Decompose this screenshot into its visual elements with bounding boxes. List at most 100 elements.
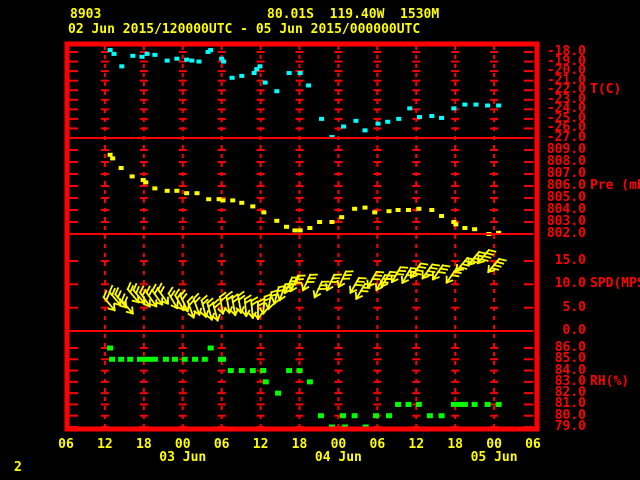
wind-barb: [409, 262, 429, 279]
relative_humidity-point: [171, 356, 178, 362]
temperature-point: [496, 103, 502, 108]
temperature-point: [119, 64, 125, 69]
x-hour-label: 18: [136, 437, 152, 452]
wind-barb: [138, 285, 152, 308]
temperature-point: [107, 48, 113, 53]
pressure-tick-label: 803.0: [546, 214, 586, 229]
relative_humidity-point: [438, 413, 445, 419]
pressure-point: [307, 226, 313, 230]
relative_humidity-point: [484, 401, 491, 407]
x-date-label: 03 Jun: [159, 450, 207, 465]
pressure-point: [230, 198, 236, 203]
temperature-unit-label: T(C): [590, 82, 622, 98]
pressure-unit-label: Pre (mb): [590, 178, 640, 193]
x-hour-label: 18: [447, 437, 463, 452]
wind-barb: [102, 289, 116, 312]
temperature-tick-label: -20.0: [546, 63, 586, 79]
relative_humidity-point: [495, 401, 502, 407]
wind-barb: [253, 297, 266, 321]
wind-barb: [151, 283, 164, 306]
pressure-point: [416, 206, 422, 211]
temperature-point: [375, 121, 381, 126]
temperature-tick-label: -18.0: [546, 44, 586, 59]
relative_humidity-point: [426, 413, 433, 419]
pressure-point: [372, 210, 378, 215]
page-number: 2: [14, 460, 22, 475]
wind-barb: [300, 273, 318, 292]
wind-barb: [466, 250, 487, 267]
temperature-tick-label: -27.0: [546, 130, 586, 145]
pressure-point: [118, 166, 124, 170]
pressure-point: [194, 191, 200, 196]
relative_humidity-point: [306, 379, 313, 385]
pressure-point: [216, 197, 222, 202]
wind-barb: [421, 263, 441, 280]
pressure-point: [362, 205, 368, 210]
pressure-point: [462, 226, 468, 230]
relative_humidity-point: [317, 413, 324, 419]
relative_humidity-point: [127, 356, 134, 362]
x-hour-label: 06: [58, 437, 74, 452]
relative_humidity-point: [373, 413, 380, 419]
time-period: 02 Jun 2015/120000UTC - 05 Jun 2015/0000…: [68, 22, 421, 37]
relative_humidity-point: [296, 368, 303, 374]
temperature-tick-label: -24.0: [546, 101, 586, 117]
temperature-point: [439, 115, 445, 120]
relative_humidity-point: [118, 356, 125, 362]
temperature-point: [353, 118, 359, 123]
temperature-tick-label: -19.0: [546, 53, 586, 69]
pressure-point: [107, 152, 113, 157]
relative_humidity-point: [471, 401, 478, 407]
relative_humidity-point: [227, 368, 234, 374]
relative_humidity-point: [456, 401, 463, 407]
relative_humidity-point: [260, 368, 267, 374]
pressure-tick-label: 808.0: [546, 154, 586, 169]
relative_humidity-point: [262, 379, 269, 385]
relative_humidity-tick-label: 81.0: [554, 396, 586, 412]
temperature-point: [251, 71, 257, 76]
pressure-point: [250, 204, 256, 209]
relative_humidity-point: [238, 368, 245, 374]
pressure-tick-label: 806.0: [546, 178, 586, 193]
x-date-label: 05 Jun: [470, 450, 518, 465]
temperature-point: [341, 124, 347, 129]
wind_speed-tick-label: 0.0: [562, 323, 586, 338]
relative_humidity-point: [450, 401, 457, 407]
temperature-tick-label: -22.0: [546, 82, 586, 98]
temperature-point: [274, 89, 280, 94]
relative_humidity-tick-label: 86.0: [554, 340, 586, 355]
wind_speed-unit-label: SPD(MPS): [590, 276, 640, 292]
temperature-point: [396, 116, 402, 121]
relative_humidity-tick-label: 84.0: [554, 362, 586, 378]
pressure-point: [386, 209, 392, 214]
x-hour-label: 06: [525, 437, 541, 452]
pressure-point: [453, 222, 459, 227]
pressure-point: [339, 215, 345, 220]
relative_humidity-point: [181, 356, 188, 362]
temperature-point: [221, 59, 227, 64]
wind-barb: [445, 267, 465, 284]
wind-barb: [324, 273, 342, 292]
plot-frame: [64, 41, 540, 432]
wind-barb: [348, 276, 367, 294]
x-date-label: 04 Jun: [314, 450, 362, 465]
station-location: 80.01S 119.40W 1530M: [267, 7, 440, 22]
temperature-point: [451, 106, 457, 111]
relative_humidity-point: [207, 345, 214, 351]
pressure-point: [184, 191, 190, 196]
temperature-tick-label: -25.0: [546, 110, 586, 126]
wind-barb: [312, 280, 330, 299]
temperature-point: [254, 67, 260, 72]
temperature-point: [152, 52, 158, 57]
relative_humidity-point: [395, 401, 402, 407]
wind_speed-tick-label: 10.0: [554, 276, 586, 292]
wind-barb: [366, 270, 385, 288]
relative_humidity-point: [162, 356, 169, 362]
wind-barb: [431, 264, 451, 281]
temperature-point: [219, 56, 225, 61]
pressure-point: [284, 224, 290, 229]
relative_humidity-tick-label: 80.0: [554, 407, 586, 423]
pressure-point: [164, 188, 170, 193]
pressure-tick-label: 802.0: [546, 226, 586, 241]
